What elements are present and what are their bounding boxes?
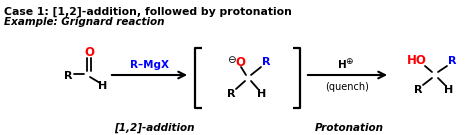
- Text: HO: HO: [407, 55, 427, 68]
- Text: H: H: [257, 89, 266, 99]
- Text: ⊖: ⊖: [227, 55, 236, 65]
- Text: H: H: [99, 81, 108, 91]
- Text: R: R: [262, 57, 270, 67]
- Text: R: R: [448, 56, 456, 66]
- Text: Case 1: [1,2]-addition, followed by protonation: Case 1: [1,2]-addition, followed by prot…: [4, 7, 292, 17]
- Text: R–MgX: R–MgX: [130, 60, 169, 70]
- Text: Protonation: Protonation: [315, 123, 384, 133]
- Text: H: H: [338, 60, 347, 70]
- Text: ⊕: ⊕: [345, 57, 352, 65]
- Text: (quench): (quench): [326, 82, 369, 92]
- Text: O: O: [235, 55, 245, 68]
- Text: H: H: [444, 85, 454, 95]
- Text: Example: Grignard reaction: Example: Grignard reaction: [4, 17, 164, 27]
- Text: R: R: [64, 71, 72, 81]
- Text: R: R: [227, 89, 235, 99]
- Text: O: O: [84, 46, 94, 60]
- Text: R: R: [414, 85, 422, 95]
- Text: [1,2]-addition: [1,2]-addition: [114, 123, 195, 133]
